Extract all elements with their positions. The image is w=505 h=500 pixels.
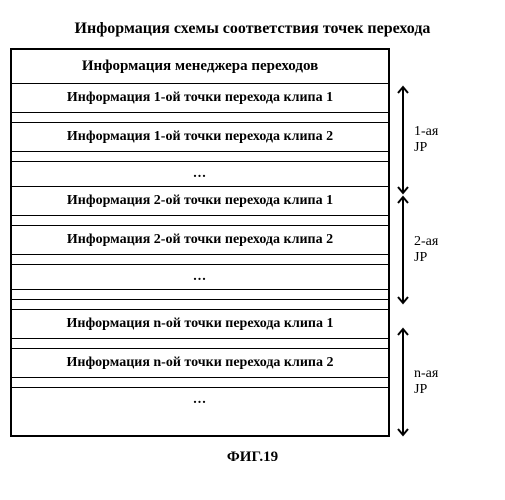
spacer bbox=[12, 216, 388, 226]
group2-row1: Информация 2-ой точки перехода клипа 1 bbox=[12, 187, 388, 216]
bracket-group-1: 1-ая JP bbox=[396, 85, 438, 195]
bracket-label-line: 2-ая bbox=[414, 234, 438, 249]
spacer bbox=[12, 339, 388, 349]
bracket-gap bbox=[396, 305, 438, 327]
spacer bbox=[12, 113, 388, 123]
spacer bbox=[12, 378, 388, 388]
spacer bbox=[12, 152, 388, 162]
bracket-label-line: 1-ая bbox=[414, 124, 438, 139]
bracket-group-2: 2-ая JP bbox=[396, 195, 438, 305]
group1-row1: Информация 1-ой точки перехода клипа 1 bbox=[12, 84, 388, 113]
dots-row: ... bbox=[12, 162, 388, 187]
diagram-wrap: Информация менеджера переходов Информаци… bbox=[10, 48, 495, 437]
group3-row1: Информация n-ой точки перехода клипа 1 bbox=[12, 310, 388, 339]
figure-caption: ФИГ.19 bbox=[10, 449, 495, 466]
bracket-label-line: JP bbox=[414, 382, 427, 397]
group2-row2: Информация 2-ой точки перехода клипа 2 bbox=[12, 226, 388, 255]
spacer bbox=[12, 255, 388, 265]
dots-row: ... bbox=[12, 265, 388, 290]
bracket-arrow-icon bbox=[396, 195, 410, 305]
header-row: Информация менеджера переходов bbox=[12, 50, 388, 84]
bracket-arrow-icon bbox=[396, 327, 410, 437]
bracket-label-2: 2-ая JP bbox=[414, 234, 438, 266]
bracket-label-3: n-ая JP bbox=[414, 366, 438, 398]
bracket-label-line: n-ая bbox=[414, 366, 438, 381]
dots-row: ... bbox=[12, 388, 388, 412]
diagram-title: Информация схемы соответствия точек пере… bbox=[10, 20, 495, 38]
bracket-label-line: JP bbox=[414, 140, 427, 155]
bracket-offset bbox=[396, 48, 438, 85]
data-table: Информация менеджера переходов Информаци… bbox=[10, 48, 390, 437]
group1-row2: Информация 1-ой точки перехода клипа 2 bbox=[12, 123, 388, 152]
bracket-label-1: 1-ая JP bbox=[414, 124, 438, 156]
bracket-label-line: JP bbox=[414, 250, 427, 265]
bracket-arrow-icon bbox=[396, 85, 410, 195]
group3-row2: Информация n-ой точки перехода клипа 2 bbox=[12, 349, 388, 378]
bracket-group-3: n-ая JP bbox=[396, 327, 438, 437]
bracket-column: 1-ая JP 2-ая JP n-ая J bbox=[396, 48, 438, 437]
spacer bbox=[12, 290, 388, 300]
spacer bbox=[12, 300, 388, 310]
